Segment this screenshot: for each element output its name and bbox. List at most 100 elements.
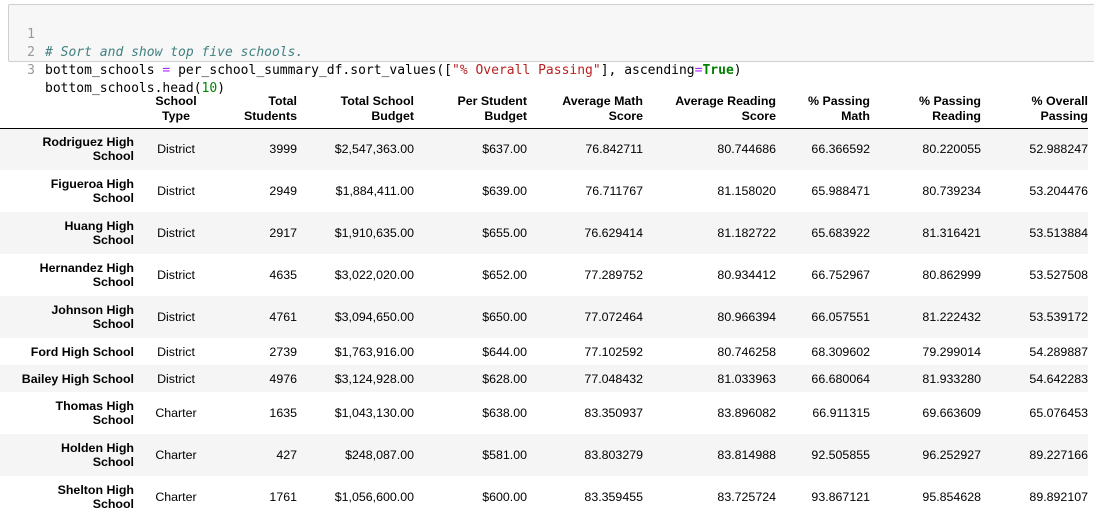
table-row: Holden High School Charter 427 $248,087.00 $5… [0,434,1088,476]
table-cell: 65.988471 [811,184,870,198]
table-cell: 81.222432 [922,310,981,324]
table-cell: $638.00 [482,406,527,420]
column-header: Average Math Score [562,93,643,123]
table-cell: 66.911315 [812,406,870,420]
code-cell[interactable]: 1 # Sort and show top five schools. 2 bo… [8,4,1094,96]
table-cell: $3,124,928.00 [334,371,414,386]
table-row: Hernandez High School District 4635 $3,022,0… [0,254,1088,296]
table-row: Bailey High School District 4976 $3,124,928… [0,365,1088,392]
column-header: % Passing Math [808,93,870,123]
table-cell: $652.00 [482,268,527,282]
table-cell: 83.803279 [584,448,643,462]
row-index-label: Holden High School [61,441,134,469]
table-cell: 65.683922 [811,226,870,240]
table-cell: $3,022,020.00 [334,268,414,282]
row-index-label: Rodriguez High School [42,135,134,164]
table-cell: 53.204476 [1029,184,1088,198]
row-index-label: Ford High School [30,344,134,359]
table-cell: $1,884,411.00 [335,184,414,198]
line-number: 3 [27,63,35,78]
table-cell: 89.227166 [1029,448,1088,462]
table-row: Thomas High School Charter 1635 $1,043,130.0… [0,392,1088,434]
table-cell: 66.366592 [811,142,870,157]
table-cell: $1,056,600.00 [334,490,414,504]
table-cell: 68.309602 [811,344,870,359]
table-cell: 95.854628 [922,490,981,504]
table-cell: $600.00 [482,490,527,504]
table-cell: District [157,268,195,282]
code-text: ], ascending [600,63,695,78]
table-cell: 69.663609 [922,406,981,420]
table-cell: 54.642283 [1029,371,1088,386]
table-cell: 65.076453 [1029,406,1088,420]
table-cell: District [157,344,195,359]
table-cell: $1,763,916.00 [334,344,414,359]
code-string: "% Overall Passing" [452,63,601,78]
table-cell: 79.299014 [922,344,981,359]
table-cell: Charter [155,490,197,504]
code-operator: = [694,63,703,78]
table-cell: 76.711767 [585,184,643,198]
table-cell: $1,910,635.00 [334,226,414,240]
table-cell: $644.00 [482,344,527,359]
column-header: Average Reading Score [675,93,776,123]
row-index-label: Shelton High School [57,483,134,511]
table-cell: $3,094,650.00 [334,310,414,324]
table-cell: District [157,184,195,198]
table-cell: 83.359455 [584,490,643,504]
table-cell: 77.072464 [584,310,643,324]
table-cell: $628.00 [482,371,527,386]
table-cell: 80.862999 [922,268,981,282]
code-line: 2 bottom_schools = per_school_summary_df… [9,26,741,78]
table-cell: 2739 [269,344,297,359]
column-header: Per Student Budget [457,93,527,123]
table-cell: District [157,310,195,324]
table-cell: 81.316421 [922,226,981,240]
line-number: 1 [27,27,35,42]
table-cell: $248,087.00 [345,448,414,462]
table-cell: $2,547,363.00 [334,142,414,157]
table-cell: 77.102592 [584,344,643,359]
table-header-row: School Type Total Students Total School Bud… [0,86,1088,128]
table-cell: 83.814988 [717,448,776,462]
table-cell: 3999 [269,142,297,157]
table-cell: 80.966394 [717,310,776,324]
table-cell: 4976 [269,371,297,386]
table-cell: 52.988247 [1029,142,1088,157]
table-cell: 80.744686 [717,142,776,157]
table-row: Figueroa High School District 2949 $1,884,41… [0,170,1088,212]
table-cell: 66.680064 [811,371,870,386]
table-cell: 81.158020 [717,184,776,198]
table-cell: 81.933280 [922,371,981,386]
table-cell: 92.505855 [811,448,870,462]
table-cell: 53.527508 [1029,268,1088,282]
table-cell: Charter [155,448,197,462]
column-header: Total Students [243,93,297,123]
table-cell: $1,043,130.00 [334,406,414,420]
code-number: 10 [201,81,218,96]
table-cell: 53.539172 [1029,310,1088,324]
table-cell: Charter [155,406,197,420]
column-header: School Type [155,93,197,123]
table-cell: 77.289752 [584,268,643,282]
table-row: Shelton High School Charter 1761 $1,056,600.… [0,476,1088,518]
code-keyword: True [702,63,734,78]
index-header [0,86,142,128]
table-cell: 83.725724 [717,490,776,504]
table-cell: 1761 [269,490,297,504]
code-operator: = [154,63,179,78]
row-index-label: Johnson High School [51,303,134,331]
table-cell: 76.629414 [584,226,643,240]
table-cell: 81.182722 [717,226,776,240]
table-cell: 427 [276,448,297,462]
table-cell: 54.289887 [1029,344,1088,359]
column-header: % Passing Reading [919,93,981,123]
table-cell: 89.892107 [1029,490,1088,504]
code-variable: bottom_schools [45,63,155,78]
table-cell: 83.896082 [717,406,776,420]
table-cell: 80.934412 [717,268,776,282]
table-cell: 53.513884 [1029,226,1088,240]
table-row: Johnson High School District 4761 $3,094,650… [0,296,1088,338]
code-call: per_school_summary_df.sort_values([ [178,63,452,78]
code-comment: # Sort and show top five schools. [45,45,304,60]
